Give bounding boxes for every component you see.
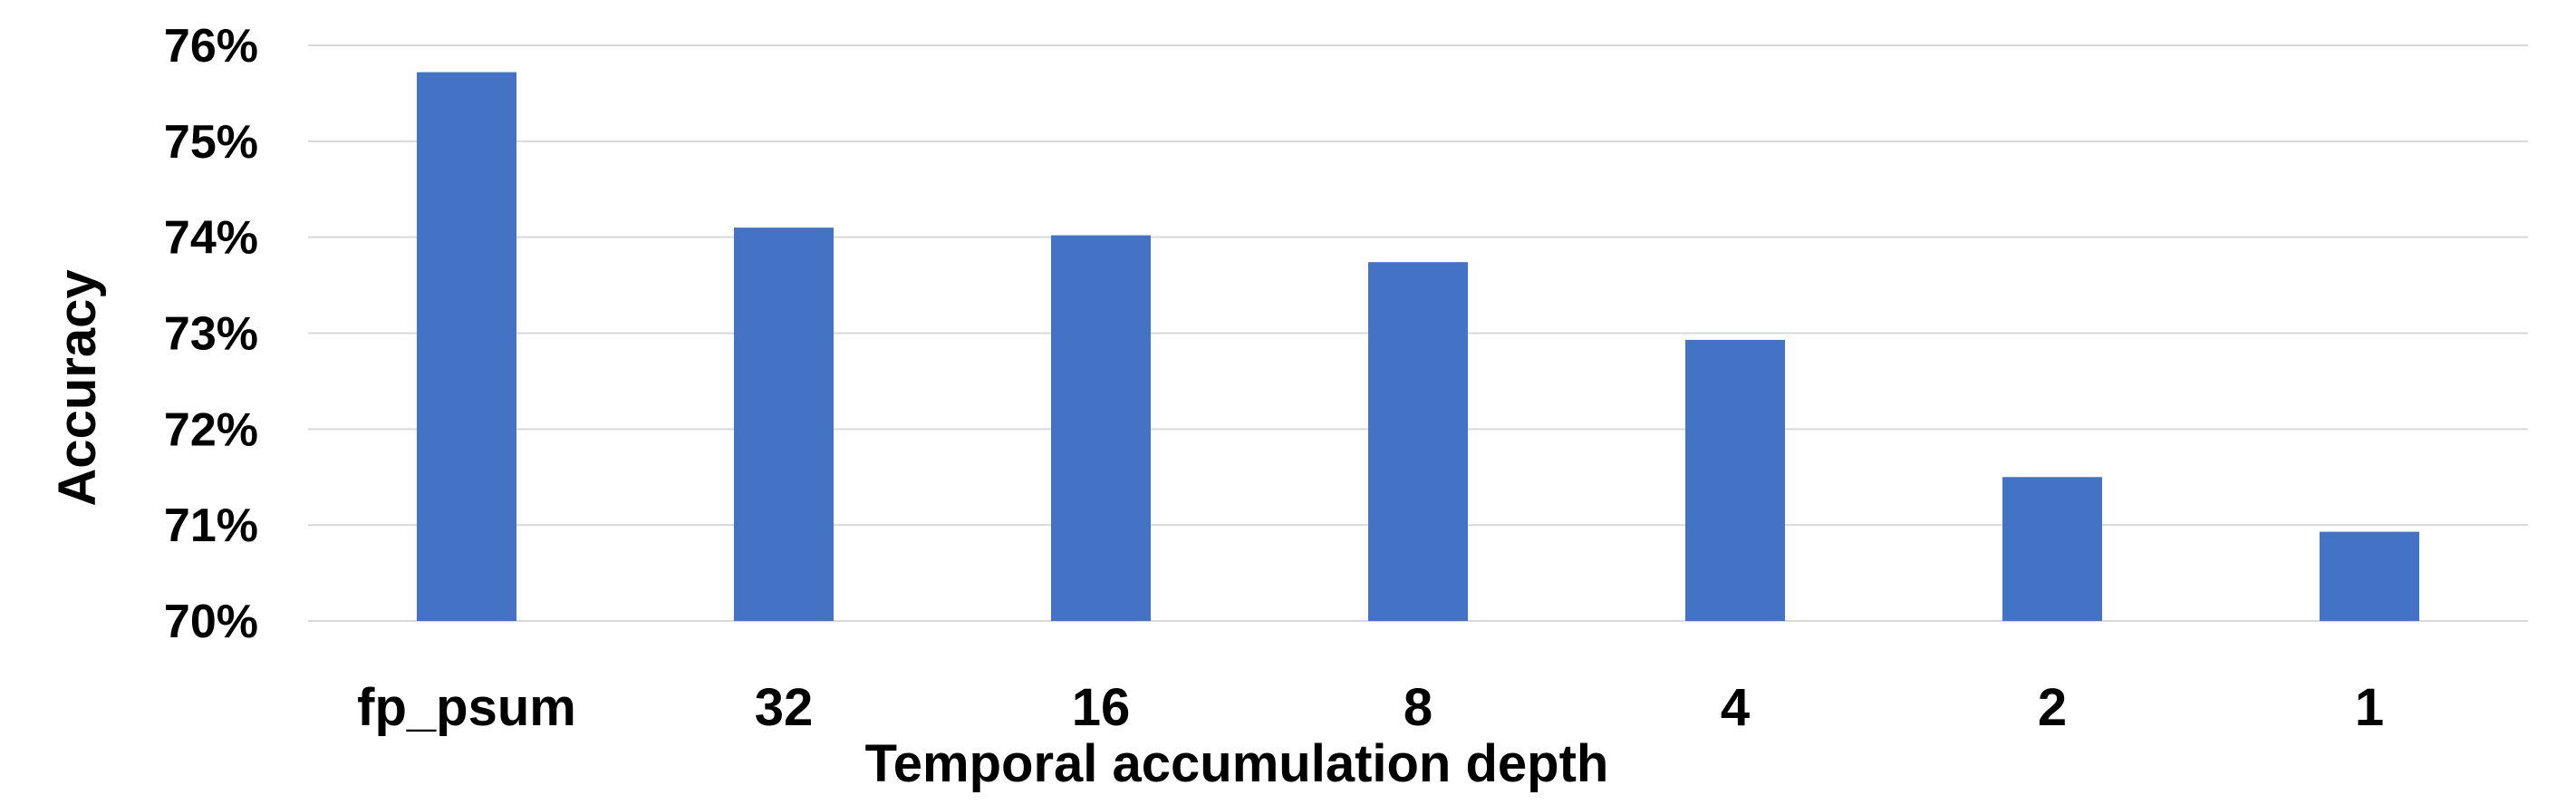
y-axis-ticks: 70% 71% 72% 73% 74% 75% 76% bbox=[164, 20, 258, 648]
bar-2 bbox=[2002, 477, 2102, 621]
y-tick-label: 73% bbox=[164, 308, 258, 361]
bar-32 bbox=[734, 228, 834, 622]
bar-fp_psum bbox=[417, 72, 516, 622]
y-tick-label: 71% bbox=[164, 499, 258, 552]
y-axis-title: Accuracy bbox=[48, 269, 107, 506]
bars bbox=[417, 72, 2419, 622]
x-tick-label: 4 bbox=[1721, 678, 1750, 737]
x-tick-label: 32 bbox=[755, 678, 814, 737]
x-axis-ticks: fp_psum 32 16 8 4 2 1 bbox=[357, 678, 2384, 737]
bar-16 bbox=[1051, 235, 1151, 621]
x-tick-label: 2 bbox=[2038, 678, 2067, 737]
bar-4 bbox=[1685, 339, 1785, 621]
bar-1 bbox=[2320, 531, 2419, 621]
x-tick-label: fp_psum bbox=[357, 678, 576, 737]
x-tick-label: 1 bbox=[2355, 678, 2384, 737]
x-tick-label: 8 bbox=[1404, 678, 1433, 737]
y-tick-label: 74% bbox=[164, 212, 258, 265]
y-tick-label: 70% bbox=[164, 596, 258, 648]
y-tick-label: 76% bbox=[164, 20, 258, 73]
y-tick-label: 75% bbox=[164, 116, 258, 169]
y-tick-label: 72% bbox=[164, 403, 258, 456]
x-axis-title: Temporal accumulation depth bbox=[865, 734, 1609, 793]
x-tick-label: 16 bbox=[1072, 678, 1131, 737]
bar-8 bbox=[1368, 262, 1468, 621]
